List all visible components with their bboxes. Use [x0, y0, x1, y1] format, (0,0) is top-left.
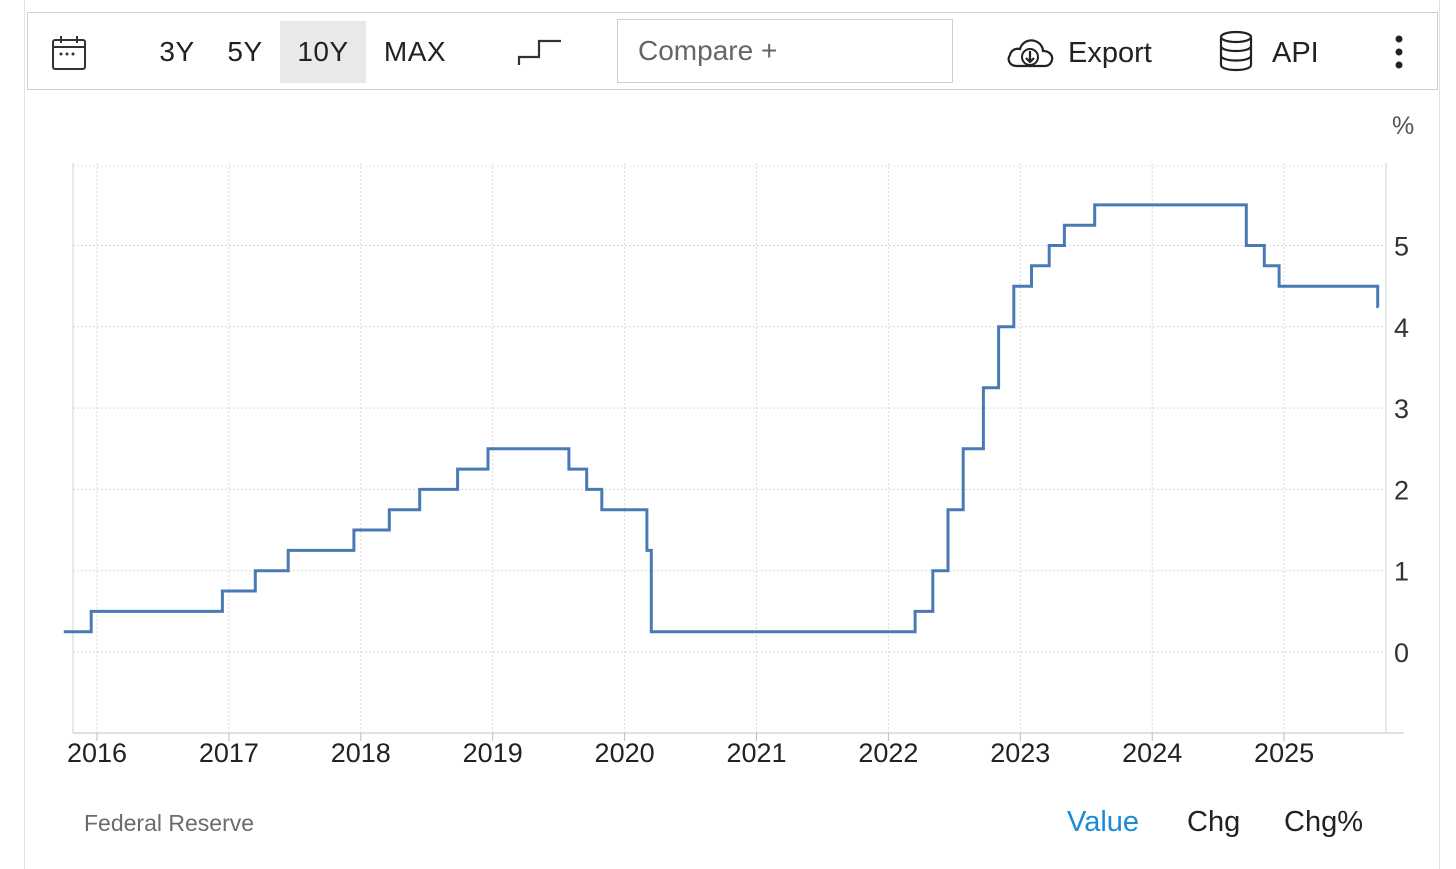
chart-card — [24, 0, 1440, 869]
x-tick-label: 2016 — [67, 738, 127, 768]
chart-toolbar: 3Y 5Y 10Y MAX Compare + Export API — [27, 12, 1438, 90]
chart-labels: 0 1 2 3 4 5 2016 2017 2018 2019 2020 2021 2022 2023 20… — [67, 232, 1409, 769]
x-tick-label: 2020 — [595, 738, 655, 768]
y-tick-label: 5 — [1394, 232, 1409, 262]
x-tick-label: 2018 — [331, 738, 391, 768]
range-max-button[interactable]: MAX — [383, 36, 447, 67]
y-axis-unit-label: % — [1392, 112, 1415, 140]
y-tick-label: 1 — [1394, 557, 1409, 587]
x-tick-label: 2025 — [1254, 738, 1314, 768]
x-tick-label: 2022 — [858, 738, 918, 768]
calendar-icon[interactable] — [48, 33, 90, 73]
api-button[interactable]: API — [1272, 36, 1319, 69]
range-3y-button[interactable]: 3Y — [159, 36, 195, 67]
x-tick-label: 2023 — [990, 738, 1050, 768]
chart-series — [63, 203, 1380, 634]
y-tick-label: 4 — [1394, 313, 1409, 343]
y-tick-label: 2 — [1394, 475, 1409, 505]
range-5y-button[interactable]: 5Y — [227, 36, 263, 67]
rate-step-line — [63, 203, 1380, 634]
chart-axes — [72, 163, 1404, 741]
export-button[interactable]: Export — [1068, 36, 1152, 69]
tab-chg-percent[interactable]: Chg% — [1284, 806, 1363, 838]
x-tick-label: 2021 — [726, 738, 786, 768]
chart-grid — [73, 163, 1386, 733]
compare-input[interactable]: Compare + — [617, 19, 953, 83]
vertical-ellipsis-icon[interactable] — [1386, 31, 1412, 73]
y-tick-label: 3 — [1394, 394, 1409, 424]
x-tick-label: 2019 — [463, 738, 523, 768]
step-chart-icon[interactable] — [516, 35, 564, 69]
cloud-download-icon[interactable] — [1003, 33, 1057, 73]
database-icon[interactable] — [1216, 29, 1256, 73]
x-tick-label: 2024 — [1122, 738, 1182, 768]
x-tick-label: 2017 — [199, 738, 259, 768]
range-10y-button[interactable]: 10Y — [280, 21, 366, 83]
tab-value[interactable]: Value — [1067, 806, 1140, 838]
source-label: Federal Reserve — [84, 810, 255, 836]
y-tick-label: 0 — [1394, 638, 1409, 668]
tab-chg[interactable]: Chg — [1187, 806, 1241, 838]
